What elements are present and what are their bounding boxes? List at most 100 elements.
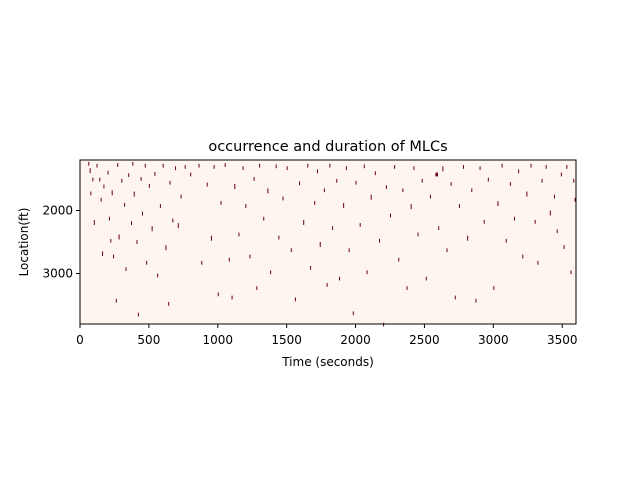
mlc-event-112 xyxy=(442,166,444,172)
mlc-event-42 xyxy=(177,223,179,229)
mlc-event-1 xyxy=(89,168,91,174)
mlc-event-139 xyxy=(553,194,555,199)
mlc-event-110 xyxy=(435,172,438,177)
x-tick-label-3500: 3500 xyxy=(547,333,578,347)
mlc-event-84 xyxy=(336,178,338,183)
mlc-event-43 xyxy=(180,194,182,199)
mlc-event-127 xyxy=(505,238,507,243)
mlc-event-18 xyxy=(121,178,123,183)
mlc-event-17 xyxy=(118,234,120,240)
mlc-event-40 xyxy=(172,218,174,223)
mlc-event-128 xyxy=(509,182,511,186)
mlc-event-94 xyxy=(370,194,372,200)
mlc-event-120 xyxy=(475,298,477,303)
mlc-event-121 xyxy=(479,166,481,171)
y-axis-label: Location(ft) xyxy=(17,208,31,277)
y-axis: 2000 3000 xyxy=(42,203,80,281)
mlc-event-37 xyxy=(165,245,167,251)
mlc-event-95 xyxy=(374,171,376,176)
y-tick-label-2000: 2000 xyxy=(42,203,73,217)
x-tick-label-0: 0 xyxy=(76,333,84,347)
mlc-event-2 xyxy=(90,191,92,196)
mlc-event-72 xyxy=(294,297,296,302)
mlc-event-104 xyxy=(410,204,412,210)
mlc-event-51 xyxy=(217,292,219,297)
plot-background xyxy=(80,160,576,324)
chart-title: occurrence and duration of MLCs xyxy=(208,139,447,155)
mlc-event-143 xyxy=(566,165,568,169)
mlc-event-145 xyxy=(573,178,575,183)
mlc-event-133 xyxy=(530,163,532,168)
mlc-event-21 xyxy=(128,173,130,178)
mlc-event-83 xyxy=(332,226,334,231)
mlc-event-144 xyxy=(570,270,572,275)
mlc-event-131 xyxy=(522,254,524,259)
mlc-event-134 xyxy=(534,219,536,224)
mlc-event-61 xyxy=(253,177,255,181)
mlc-event-136 xyxy=(541,178,543,183)
mlc-event-26 xyxy=(137,312,139,317)
mlc-event-73 xyxy=(299,181,301,186)
mlc-event-55 xyxy=(231,295,233,300)
mlc-event-137 xyxy=(545,165,547,169)
mlc-event-82 xyxy=(329,163,331,168)
mlc-event-119 xyxy=(471,188,473,193)
mlc-event-46 xyxy=(198,163,200,168)
mlc-event-106 xyxy=(417,232,419,237)
mlc-event-30 xyxy=(146,260,148,265)
mlc-event-0 xyxy=(88,161,90,166)
mlc-event-68 xyxy=(278,235,280,240)
x-tick-label-2500: 2500 xyxy=(409,333,440,347)
mlc-event-38 xyxy=(168,301,170,306)
mlc-event-47 xyxy=(201,260,203,265)
mlc-event-36 xyxy=(162,163,164,168)
mlc-event-78 xyxy=(316,169,318,174)
mlc-event-29 xyxy=(144,163,146,168)
mlc-event-142 xyxy=(563,245,565,249)
mlc-event-81 xyxy=(326,283,328,287)
mlc-event-32 xyxy=(151,226,153,232)
mlc-event-5 xyxy=(96,163,98,168)
mlc-event-140 xyxy=(556,229,558,234)
mlc-event-66 xyxy=(270,270,272,275)
mlc-event-12 xyxy=(110,238,112,243)
mlc-event-63 xyxy=(259,163,261,168)
mlc-event-8 xyxy=(102,251,104,256)
mlc-event-118 xyxy=(467,235,469,241)
mlc-event-79 xyxy=(319,242,321,248)
x-tick-label-2000: 2000 xyxy=(340,333,371,347)
mlc-event-109 xyxy=(429,194,431,199)
mlc-event-75 xyxy=(307,163,309,168)
x-tick-label-3000: 3000 xyxy=(478,333,509,347)
mlc-event-88 xyxy=(348,248,350,253)
mlc-event-64 xyxy=(263,216,265,221)
mlc-event-107 xyxy=(421,178,423,183)
mlc-event-71 xyxy=(290,248,292,253)
mlc-event-4 xyxy=(93,219,95,225)
mlc-event-122 xyxy=(483,219,485,224)
mlc-event-96 xyxy=(378,238,380,243)
mlc-event-92 xyxy=(363,164,365,169)
mlc-event-59 xyxy=(245,204,247,208)
mlc-event-53 xyxy=(224,163,226,167)
mlc-event-24 xyxy=(133,191,135,197)
x-tick-label-1000: 1000 xyxy=(203,333,234,347)
mlc-event-41 xyxy=(175,166,177,171)
mlc-event-91 xyxy=(359,223,361,227)
mlc-event-49 xyxy=(210,235,212,241)
mlc-event-80 xyxy=(323,188,325,193)
mlc-event-13 xyxy=(111,190,113,196)
mlc-event-74 xyxy=(303,219,305,225)
mlc-event-52 xyxy=(220,201,222,205)
mlc-event-77 xyxy=(314,201,316,205)
x-tick-label-1500: 1500 xyxy=(271,333,302,347)
mlc-event-6 xyxy=(99,177,101,182)
mlc-event-86 xyxy=(343,202,345,208)
x-tick-label-500: 500 xyxy=(137,333,160,347)
y-tick-label-3000: 3000 xyxy=(42,267,73,281)
mlc-event-3 xyxy=(92,177,94,182)
mlc-event-31 xyxy=(148,183,150,188)
mlc-event-58 xyxy=(242,166,244,171)
mlc-event-57 xyxy=(238,232,240,237)
